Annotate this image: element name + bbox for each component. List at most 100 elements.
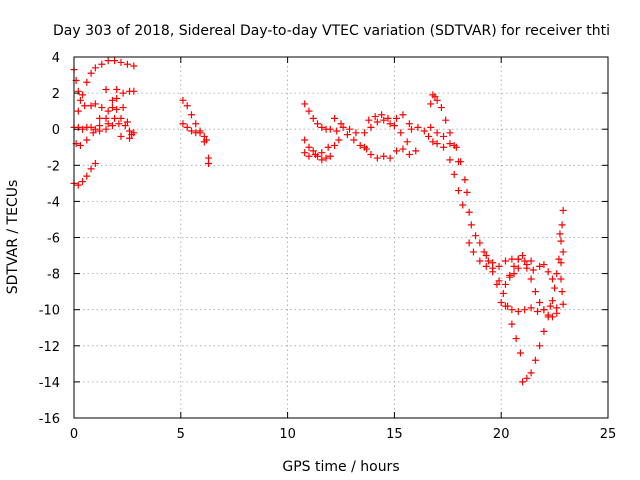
data-point — [96, 114, 104, 122]
data-point — [117, 58, 125, 66]
data-point — [331, 141, 339, 149]
data-point — [446, 140, 454, 148]
data-point — [399, 145, 407, 153]
data-point — [420, 127, 428, 135]
data-point — [76, 141, 84, 149]
data-point — [378, 111, 386, 119]
data-point — [559, 248, 567, 256]
data-point — [527, 257, 535, 265]
data-point — [556, 230, 564, 238]
data-point — [510, 270, 518, 278]
data-point — [117, 114, 125, 122]
data-point — [301, 136, 309, 144]
data-point — [536, 298, 544, 306]
data-point — [412, 147, 420, 155]
data-point — [314, 120, 322, 128]
data-point — [113, 95, 121, 103]
data-point — [514, 308, 522, 316]
data-point — [546, 302, 554, 310]
data-point — [508, 255, 516, 263]
data-point — [108, 96, 116, 104]
data-point — [465, 208, 473, 216]
data-point — [516, 349, 524, 357]
data-point — [91, 64, 99, 72]
data-point — [461, 176, 469, 184]
data-point — [446, 156, 454, 164]
data-point — [386, 154, 394, 162]
data-point — [414, 123, 422, 131]
data-point — [407, 125, 415, 133]
data-point — [425, 132, 433, 140]
data-point — [521, 257, 529, 265]
data-point — [540, 306, 548, 314]
chart-title: Day 303 of 2018, Sidereal Day-to-day VTE… — [53, 23, 610, 39]
data-point — [557, 259, 565, 267]
data-point — [128, 131, 136, 139]
data-point — [489, 268, 497, 276]
data-point — [514, 255, 522, 263]
data-point — [371, 113, 379, 121]
data-point — [130, 62, 138, 70]
data-point — [454, 158, 462, 166]
data-point — [367, 150, 375, 158]
y-tick-label: -12 — [39, 340, 60, 355]
data-point — [489, 259, 497, 267]
data-point — [536, 342, 544, 350]
x-tick-label: 10 — [279, 427, 296, 442]
data-point — [79, 178, 87, 186]
data-point — [497, 298, 505, 306]
data-point — [437, 104, 445, 112]
data-point — [91, 100, 99, 108]
data-point — [102, 125, 110, 133]
data-point — [399, 111, 407, 119]
grid — [74, 57, 608, 418]
data-point — [104, 57, 112, 65]
data-point — [405, 120, 413, 128]
data-point — [87, 69, 95, 77]
y-tick-label: 4 — [52, 51, 60, 66]
data-point — [548, 275, 556, 283]
data-point — [79, 91, 87, 99]
data-point — [179, 96, 187, 104]
data-point — [544, 268, 552, 276]
data-point — [350, 136, 358, 144]
data-point — [187, 111, 195, 119]
data-point — [326, 125, 334, 133]
data-point — [495, 262, 503, 270]
data-point — [536, 262, 544, 270]
y-axis-label: SDTVAR / TECUs — [5, 180, 21, 295]
data-point — [531, 356, 539, 364]
data-point — [553, 270, 561, 278]
data-point — [346, 125, 354, 133]
data-point — [390, 122, 398, 130]
data-point — [508, 320, 516, 328]
data-point — [98, 104, 106, 112]
data-point — [115, 120, 123, 128]
data-point — [501, 280, 509, 288]
data-point — [397, 129, 405, 137]
data-point — [87, 102, 95, 110]
data-point — [427, 100, 435, 108]
data-point — [339, 123, 347, 131]
data-point — [301, 100, 309, 108]
data-point — [440, 132, 448, 140]
data-point — [108, 122, 116, 130]
data-point — [102, 114, 110, 122]
data-point — [467, 221, 475, 229]
data-point — [192, 129, 200, 137]
data-point — [429, 138, 437, 146]
y-tick-label: -14 — [39, 376, 60, 391]
data-point — [113, 85, 121, 93]
data-point — [74, 107, 82, 115]
data-point — [126, 134, 134, 142]
data-point — [309, 147, 317, 155]
data-point — [450, 170, 458, 178]
data-point — [499, 289, 507, 297]
data-point — [335, 136, 343, 144]
data-point — [544, 313, 552, 321]
data-point — [529, 266, 537, 274]
data-point — [98, 60, 106, 68]
data-point — [472, 232, 480, 240]
data-point — [493, 280, 501, 288]
axis-ticks: 0 5 10 15 20 25 -16 -14 -12 -10 -8 -6 -4 -2 0 2 4 — [39, 51, 617, 442]
